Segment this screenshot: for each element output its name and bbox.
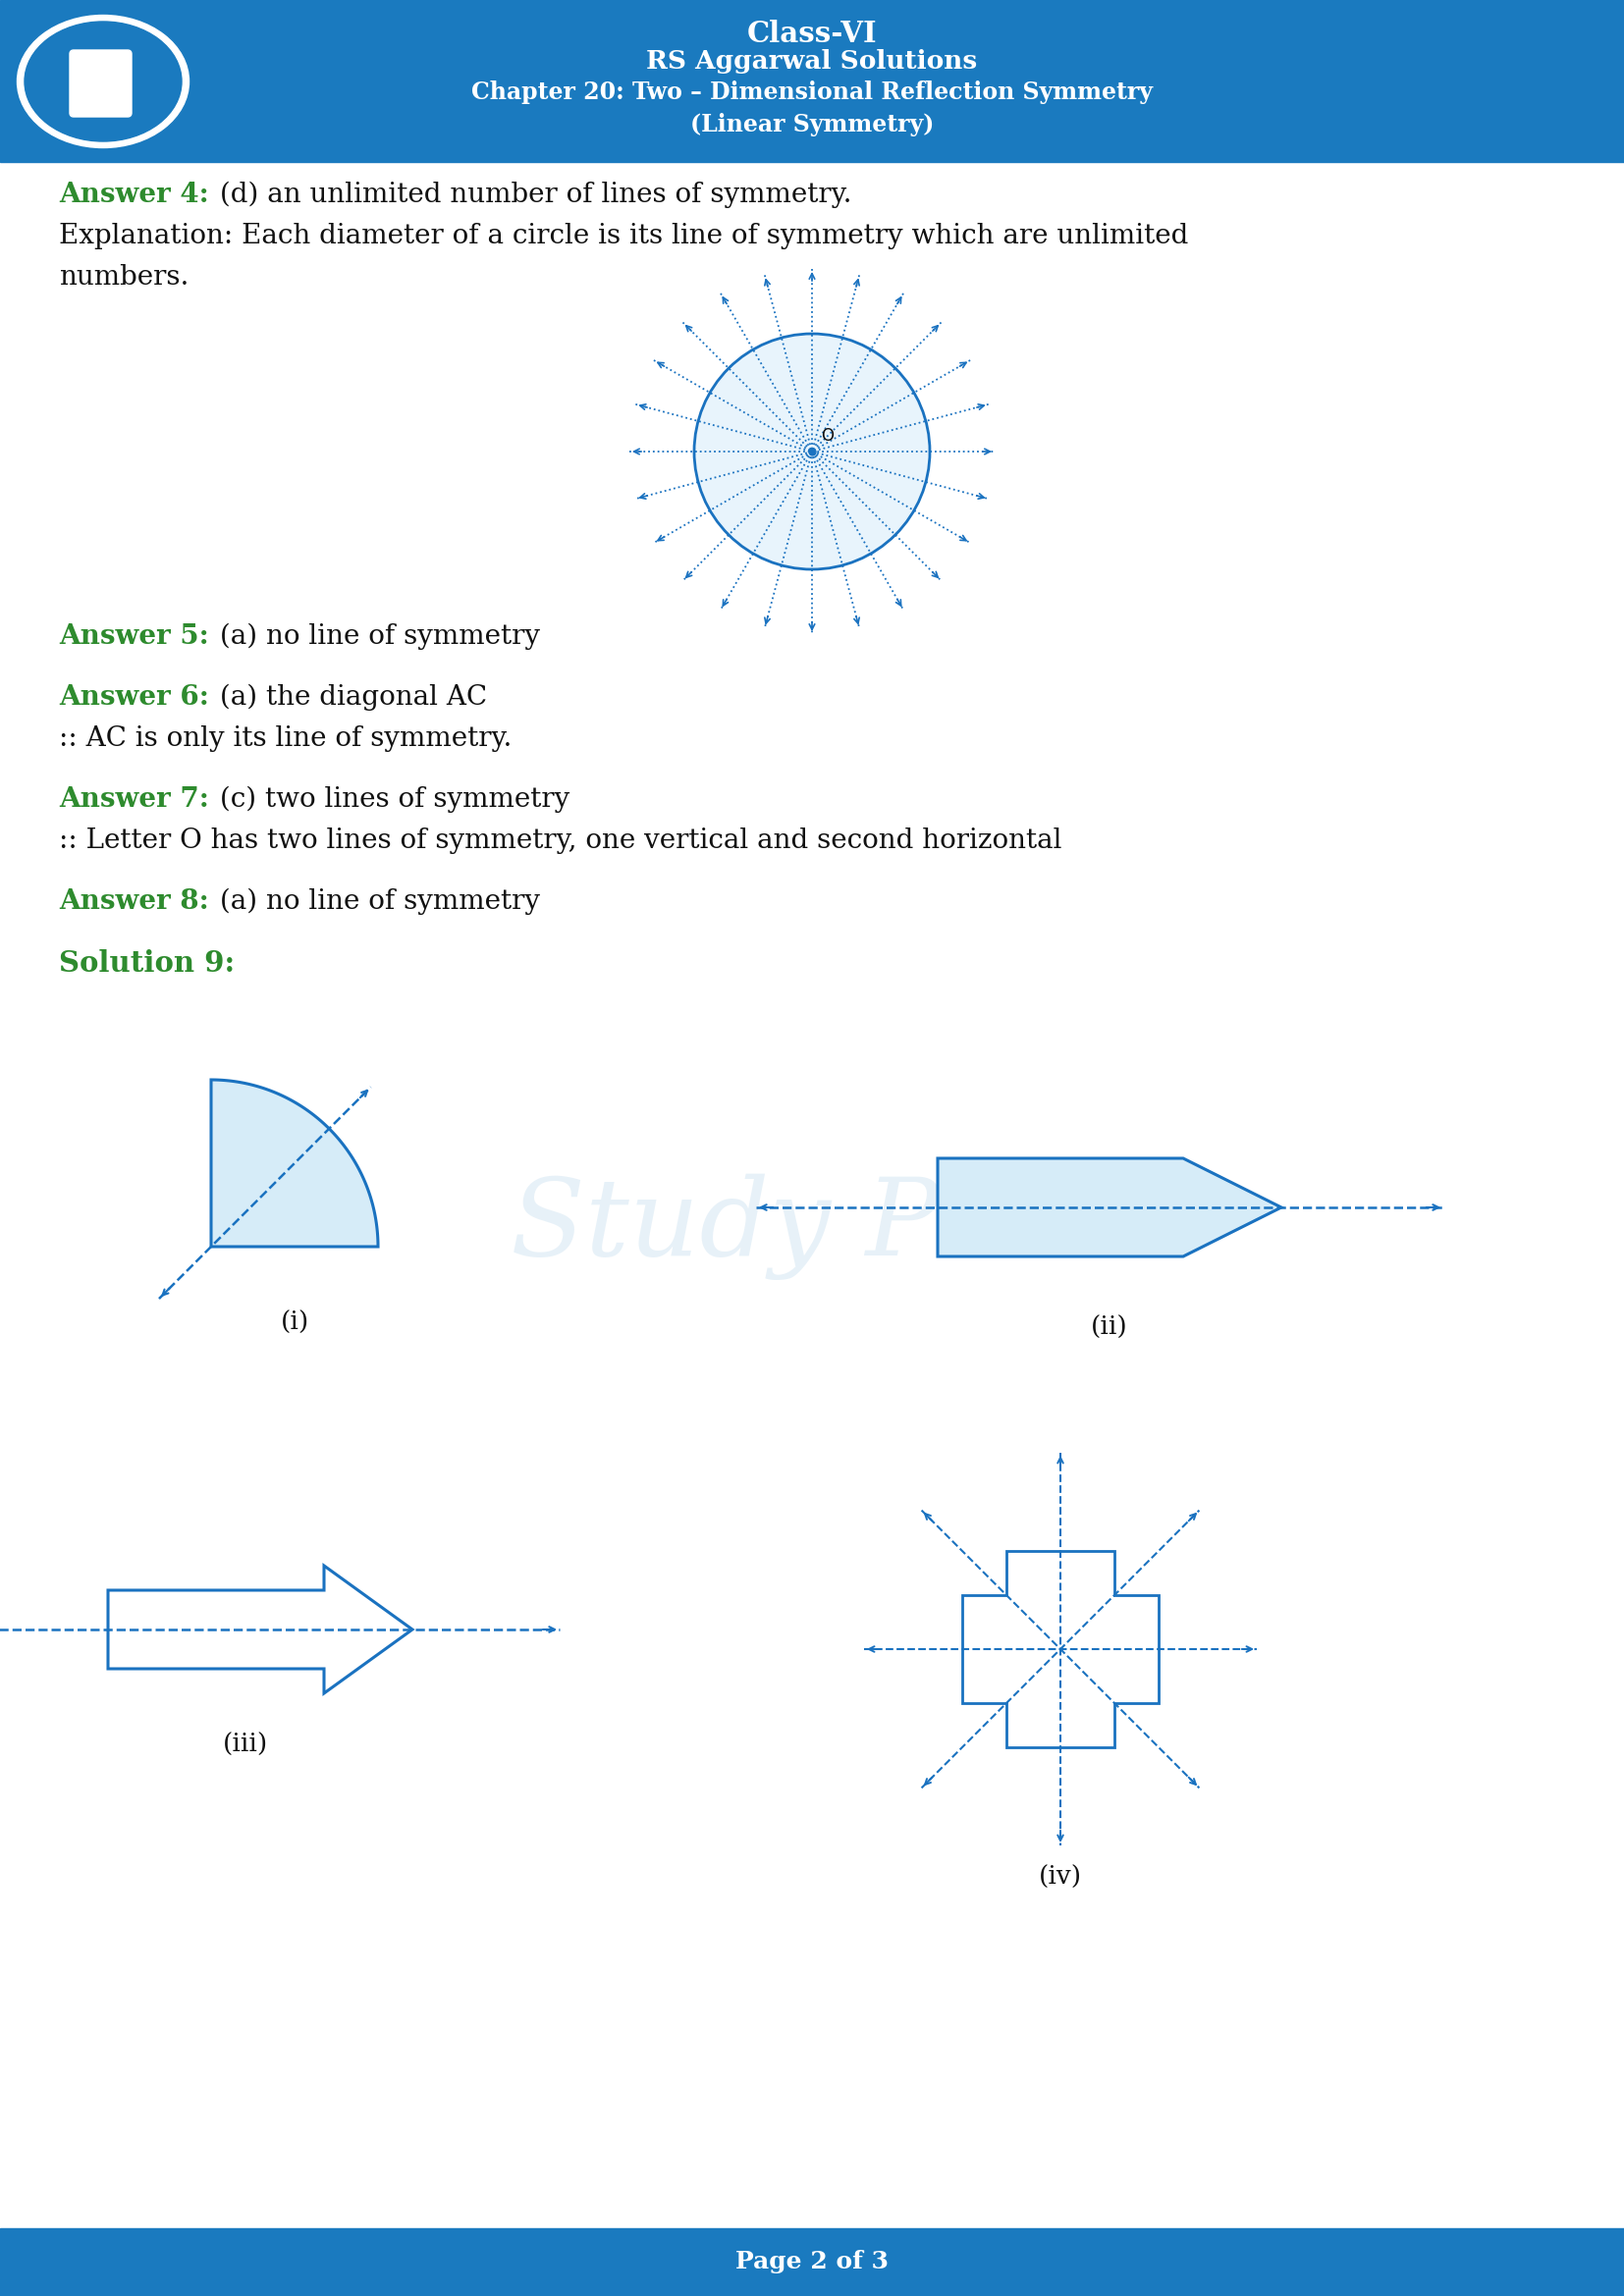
Text: Answer 5:: Answer 5: [58,622,209,650]
Polygon shape [937,1157,1281,1256]
Text: (Linear Symmetry): (Linear Symmetry) [690,113,934,135]
Ellipse shape [24,21,182,142]
Text: numbers.: numbers. [58,264,188,292]
Text: Study: Study [83,69,127,83]
Ellipse shape [18,16,188,147]
Text: Answer 4:: Answer 4: [58,181,209,209]
Text: (a) no line of symmetry: (a) no line of symmetry [211,622,541,650]
Text: O: O [820,427,833,445]
Text: Answer 7:: Answer 7: [58,785,209,813]
FancyBboxPatch shape [70,51,132,117]
Text: Explanation: Each diameter of a circle is its line of symmetry which are unlimit: Explanation: Each diameter of a circle i… [58,223,1189,250]
Text: Page 2 of 3: Page 2 of 3 [736,2250,888,2273]
Text: Answer 8:: Answer 8: [58,889,209,914]
Polygon shape [109,1566,412,1692]
Text: Path: Path [83,92,119,106]
Text: Study Path: Study Path [510,1173,1114,1281]
Polygon shape [211,1079,378,1247]
Circle shape [693,333,931,569]
Text: Answer 6:: Answer 6: [58,684,209,712]
Text: RS Aggarwal Solutions: RS Aggarwal Solutions [646,48,978,73]
Text: (a) the diagonal AC: (a) the diagonal AC [211,684,487,712]
Text: Chapter 20: Two – Dimensional Reflection Symmetry: Chapter 20: Two – Dimensional Reflection… [471,80,1153,103]
Polygon shape [963,1552,1158,1747]
Text: (c) two lines of symmetry: (c) two lines of symmetry [211,785,570,813]
Bar [0,2229,1624,2296]
Text: :: Letter O has two lines of symmetry, one vertical and second horizontal: :: Letter O has two lines of symmetry, o… [58,827,1062,854]
Text: (d) an unlimited number of lines of symmetry.: (d) an unlimited number of lines of symm… [211,181,851,209]
Text: Class-VI: Class-VI [747,21,877,48]
Text: :: AC is only its line of symmetry.: :: AC is only its line of symmetry. [58,726,512,751]
Text: (iv): (iv) [1039,1864,1082,1890]
Text: (i): (i) [281,1311,309,1334]
Bar [0,0,1624,163]
Text: (ii): (ii) [1091,1316,1129,1341]
Text: Solution 9:: Solution 9: [58,948,235,978]
Text: (a) no line of symmetry: (a) no line of symmetry [211,889,541,916]
Text: (iii): (iii) [222,1733,268,1756]
